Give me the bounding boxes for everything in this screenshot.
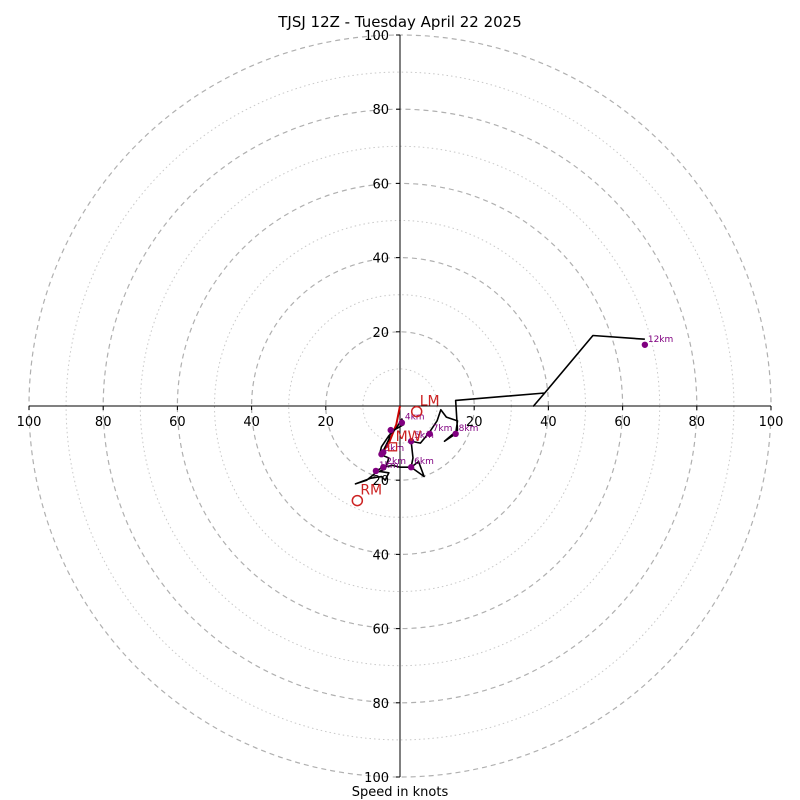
height-marker-label: 12km [648, 335, 673, 345]
y-tick-label: 80 [372, 103, 389, 118]
x-tick-label: 60 [169, 415, 186, 430]
height-point [387, 426, 394, 434]
x-tick-label: 100 [759, 415, 784, 430]
y-tick-label: 40 [372, 252, 389, 267]
height-marker-point [407, 464, 415, 471]
storm-motion-marker [410, 405, 423, 418]
y-tick-label: 80 [372, 697, 389, 712]
y-tick-label: 100 [364, 771, 389, 786]
x-axis-label: Speed in knots [352, 785, 449, 800]
x-tick-label: 60 [614, 415, 631, 430]
height-marker-point [380, 464, 387, 471]
height-marker-label: 8km [459, 424, 479, 434]
x-tick-label: 20 [466, 415, 483, 430]
x-tick-label: 80 [95, 415, 112, 430]
profile-line [354, 334, 645, 485]
mean-wind-marker [387, 442, 398, 452]
height-marker-label: 3km [384, 444, 404, 454]
height-marker-label: 6km [414, 457, 434, 467]
low-level-line [380, 405, 401, 455]
storm-motion-markers: LM MW RM [351, 394, 440, 507]
height-marker-label: 1km [379, 461, 399, 471]
height-marker-label: 7km [433, 424, 453, 434]
y-tick-label: 40 [372, 548, 389, 563]
storm-motion-label: RM [360, 483, 382, 499]
height-marker-point [378, 451, 385, 458]
storm-motion-marker [351, 494, 364, 507]
height-marker-label: 2km [386, 457, 406, 467]
y-tick-label: 100 [364, 29, 389, 44]
y-tick-label: 60 [372, 177, 389, 192]
height-marker-point [426, 430, 433, 438]
x-tick-label: 40 [243, 415, 260, 430]
x-tick-label: 80 [689, 415, 706, 430]
x-tick-label: 40 [540, 415, 557, 430]
tick-labels: 100 80 60 40 20 20 40 60 80 100100806040202040608… [17, 29, 784, 786]
y-tick-label: 20 [372, 326, 389, 341]
storm-motion-label: LM [420, 394, 440, 410]
height-marker-label: 5km [414, 431, 434, 441]
x-tick-label: 20 [318, 415, 335, 430]
height-marker-point [407, 438, 415, 445]
y-tick-label: 60 [372, 623, 389, 638]
height-marker-point [398, 419, 406, 426]
chart-title: TJSJ 12Z - Tuesday April 22 2025 [277, 13, 522, 31]
x-tick-label: 100 [17, 415, 42, 430]
storm-motion-label: MW [396, 429, 422, 445]
height-marker-point [452, 430, 459, 438]
height-marker-point [372, 467, 380, 475]
height-marker-label: 4km [405, 413, 425, 423]
height-marker-point [641, 341, 649, 348]
low-level-segment [380, 405, 401, 455]
wind-profile [354, 334, 645, 485]
